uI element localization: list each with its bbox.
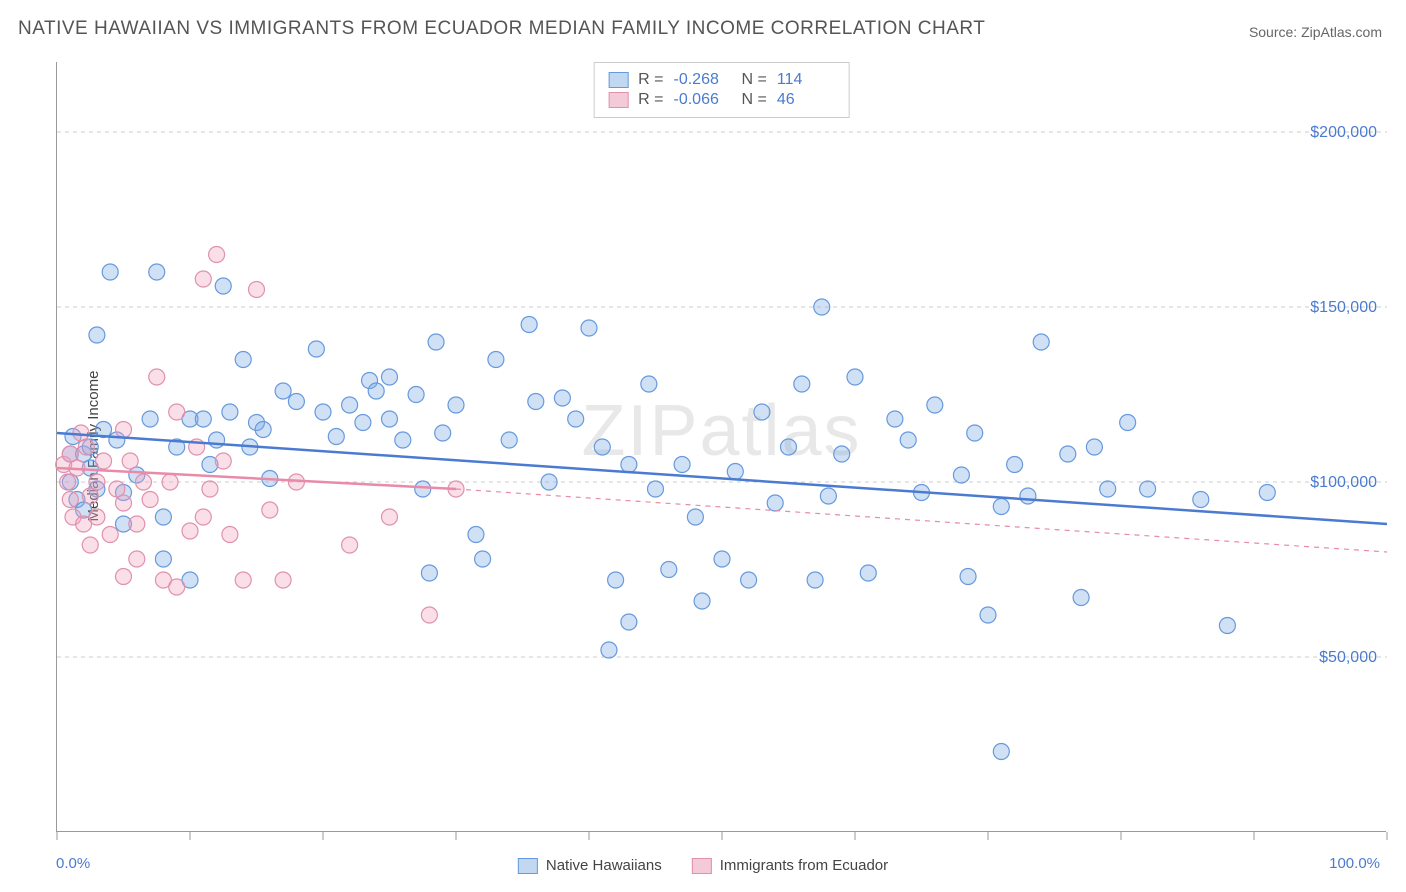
- x-axis-min-label: 0.0%: [56, 855, 90, 872]
- svg-text:$100,000: $100,000: [1310, 474, 1377, 491]
- legend-label-1: Native Hawaiians: [546, 857, 662, 874]
- source-attribution: Source: ZipAtlas.com: [1249, 24, 1382, 40]
- swatch-series-1: [608, 72, 628, 88]
- source-label: Source:: [1249, 24, 1301, 40]
- stats-row-series-1: R = -0.268 N = 114: [608, 71, 835, 89]
- legend-item-2: Immigrants from Ecuador: [692, 857, 888, 874]
- legend-swatch-1: [518, 858, 538, 874]
- chart-title: NATIVE HAWAIIAN VS IMMIGRANTS FROM ECUAD…: [18, 18, 985, 40]
- source-value: ZipAtlas.com: [1301, 24, 1382, 40]
- n-label-1: N =: [742, 71, 767, 89]
- chart-container: NATIVE HAWAIIAN VS IMMIGRANTS FROM ECUAD…: [0, 0, 1406, 892]
- n-value-2: 46: [777, 91, 835, 109]
- svg-text:$50,000: $50,000: [1319, 649, 1377, 666]
- stats-row-series-2: R = -0.066 N = 46: [608, 91, 835, 109]
- n-label-2: N =: [742, 91, 767, 109]
- correlation-stats-box: R = -0.268 N = 114 R = -0.066 N = 46: [593, 62, 850, 118]
- swatch-series-2: [608, 92, 628, 108]
- legend-swatch-2: [692, 858, 712, 874]
- n-value-1: 114: [777, 71, 835, 89]
- svg-text:$150,000: $150,000: [1310, 299, 1377, 316]
- r-value-1: -0.268: [674, 71, 732, 89]
- x-axis-max-label: 100.0%: [1329, 855, 1380, 872]
- r-value-2: -0.066: [674, 91, 732, 109]
- r-label-2: R =: [638, 91, 663, 109]
- bottom-legend: Native Hawaiians Immigrants from Ecuador: [518, 857, 888, 874]
- legend-item-1: Native Hawaiians: [518, 857, 662, 874]
- r-label-1: R =: [638, 71, 663, 89]
- svg-text:$200,000: $200,000: [1310, 124, 1377, 141]
- scatter-svg: $50,000 $100,000 $150,000 $200,000: [57, 62, 1386, 831]
- legend-label-2: Immigrants from Ecuador: [720, 857, 888, 874]
- plot-area: ZIPatlas $50,000$100,000$150,000$200,000…: [56, 62, 1386, 832]
